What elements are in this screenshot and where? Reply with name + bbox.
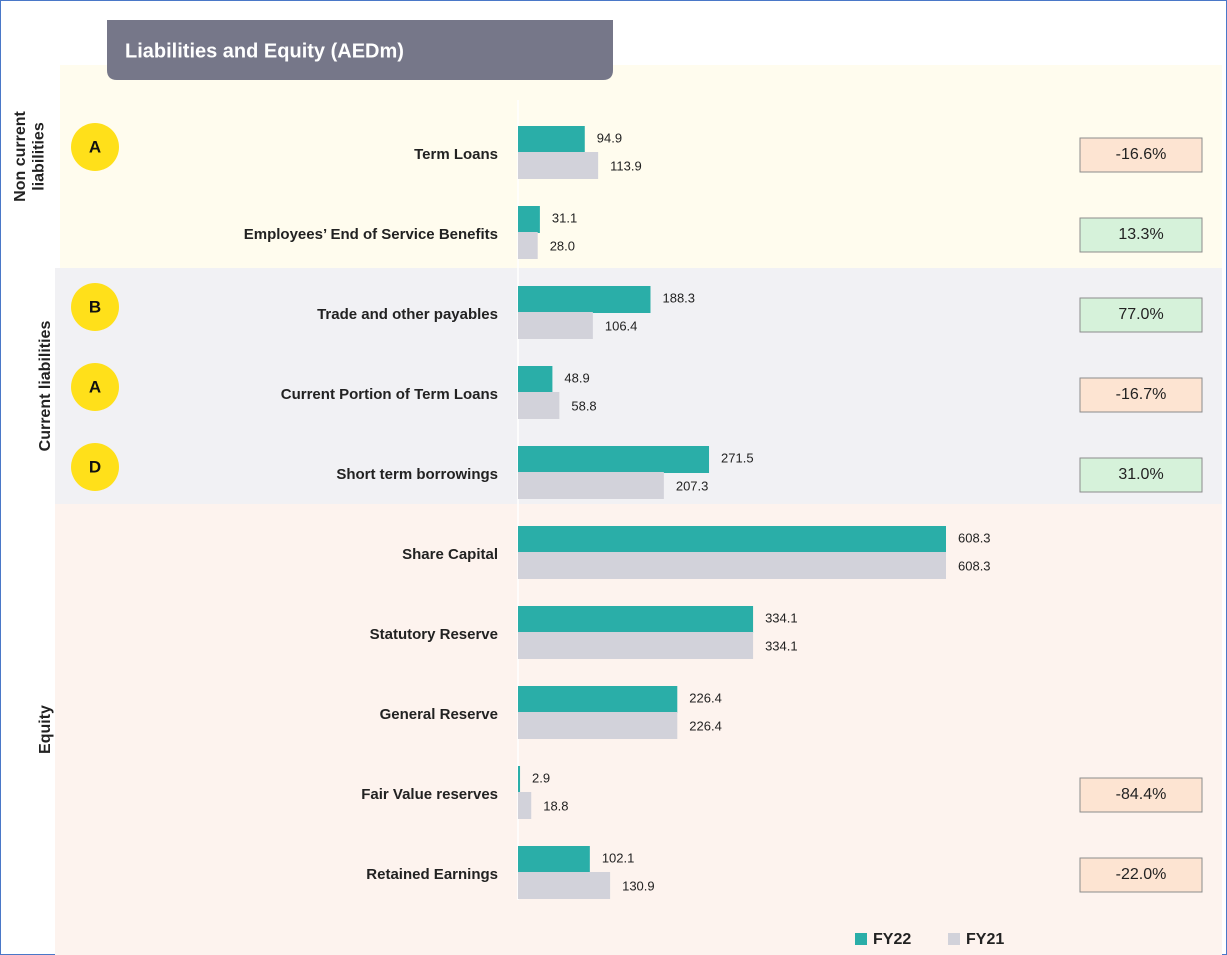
legend-swatch bbox=[948, 933, 960, 945]
section-label: Non currentliabilities bbox=[12, 110, 47, 201]
category-label: Term Loans bbox=[414, 146, 498, 163]
change-box bbox=[1079, 297, 1203, 333]
badge-label: B bbox=[89, 297, 101, 316]
value-label: 334.1 bbox=[765, 638, 798, 653]
section-label: Current liabilities bbox=[37, 321, 54, 452]
change-box bbox=[1079, 777, 1203, 813]
bar bbox=[518, 446, 710, 473]
legend-swatch bbox=[855, 933, 867, 945]
category-label: Fair Value reserves bbox=[361, 786, 498, 803]
chart-title: Liabilities and Equity (AEDm) bbox=[125, 40, 404, 62]
category-label: General Reserve bbox=[380, 706, 498, 723]
change-label: 31.0% bbox=[1118, 466, 1163, 483]
bar bbox=[518, 472, 664, 499]
section-band bbox=[60, 65, 1222, 268]
change-box bbox=[1079, 857, 1203, 893]
value-label: 28.0 bbox=[550, 238, 575, 253]
value-label: 102.1 bbox=[602, 850, 635, 865]
category-label: Retained Earnings bbox=[366, 866, 498, 883]
value-label: 106.4 bbox=[605, 318, 638, 333]
section-label-line: liabilities bbox=[31, 122, 48, 191]
bar bbox=[518, 286, 651, 313]
value-label: 31.1 bbox=[552, 210, 577, 225]
bar bbox=[518, 766, 521, 793]
change-box bbox=[1079, 377, 1203, 413]
value-label: 58.8 bbox=[571, 398, 596, 413]
bar bbox=[518, 126, 585, 153]
value-label: 94.9 bbox=[597, 130, 622, 145]
bar bbox=[518, 392, 560, 419]
legend-label: FY22 bbox=[873, 931, 911, 948]
category-label: Employees’ End of Service Benefits bbox=[244, 226, 498, 243]
bar bbox=[518, 872, 611, 899]
change-label: -22.0% bbox=[1116, 866, 1167, 883]
bar bbox=[518, 312, 593, 339]
bar bbox=[518, 686, 678, 713]
badge bbox=[71, 363, 119, 411]
bar bbox=[518, 606, 754, 633]
value-label: 608.3 bbox=[958, 558, 991, 573]
value-label: 130.9 bbox=[622, 878, 655, 893]
value-label: 2.9 bbox=[532, 770, 550, 785]
title-tab bbox=[107, 20, 613, 80]
bar bbox=[518, 792, 532, 819]
badge bbox=[71, 123, 119, 171]
change-label: 77.0% bbox=[1118, 306, 1163, 323]
category-label: Current Portion of Term Loans bbox=[281, 386, 498, 403]
category-label: Statutory Reserve bbox=[370, 626, 498, 643]
bar bbox=[518, 526, 946, 553]
change-label: -84.4% bbox=[1116, 786, 1167, 803]
value-label: 608.3 bbox=[958, 530, 991, 545]
legend-label: FY21 bbox=[966, 931, 1004, 948]
bar bbox=[518, 366, 553, 393]
badge-label: A bbox=[89, 377, 101, 396]
bar bbox=[518, 206, 540, 233]
value-label: 334.1 bbox=[765, 610, 798, 625]
value-label: 226.4 bbox=[689, 718, 722, 733]
category-label: Share Capital bbox=[402, 546, 498, 563]
value-label: 113.9 bbox=[610, 158, 642, 173]
bar bbox=[518, 232, 538, 259]
section-label-line: Non current bbox=[12, 110, 29, 201]
change-label: -16.7% bbox=[1116, 386, 1167, 403]
bar bbox=[518, 552, 946, 579]
value-label: 48.9 bbox=[564, 370, 589, 385]
value-label: 207.3 bbox=[676, 478, 709, 493]
change-box bbox=[1079, 457, 1203, 493]
change-box bbox=[1079, 137, 1203, 173]
bar bbox=[518, 846, 590, 873]
bar bbox=[518, 152, 599, 179]
category-label: Trade and other payables bbox=[317, 306, 498, 323]
badge bbox=[71, 283, 119, 331]
bar bbox=[518, 712, 678, 739]
section-label: Equity bbox=[37, 705, 54, 754]
category-label: Short term borrowings bbox=[336, 466, 498, 483]
change-label: 13.3% bbox=[1118, 226, 1163, 243]
badge-label: D bbox=[89, 457, 101, 476]
value-label: 18.8 bbox=[543, 798, 568, 813]
badge bbox=[71, 443, 119, 491]
badge-label: A bbox=[89, 137, 101, 156]
change-label: -16.6% bbox=[1116, 146, 1167, 163]
change-box bbox=[1079, 217, 1203, 253]
value-label: 271.5 bbox=[721, 450, 754, 465]
bar bbox=[518, 632, 754, 659]
value-label: 226.4 bbox=[689, 690, 722, 705]
value-label: 188.3 bbox=[662, 290, 695, 305]
